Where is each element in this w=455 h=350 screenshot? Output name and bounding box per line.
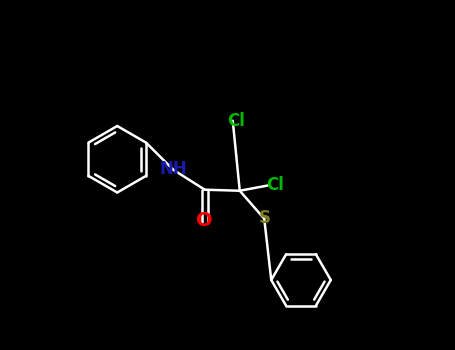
Text: Cl: Cl — [228, 112, 245, 130]
Text: S: S — [259, 209, 271, 227]
Text: Cl: Cl — [267, 176, 284, 195]
Text: O: O — [197, 211, 213, 230]
Text: NH: NH — [159, 160, 187, 178]
